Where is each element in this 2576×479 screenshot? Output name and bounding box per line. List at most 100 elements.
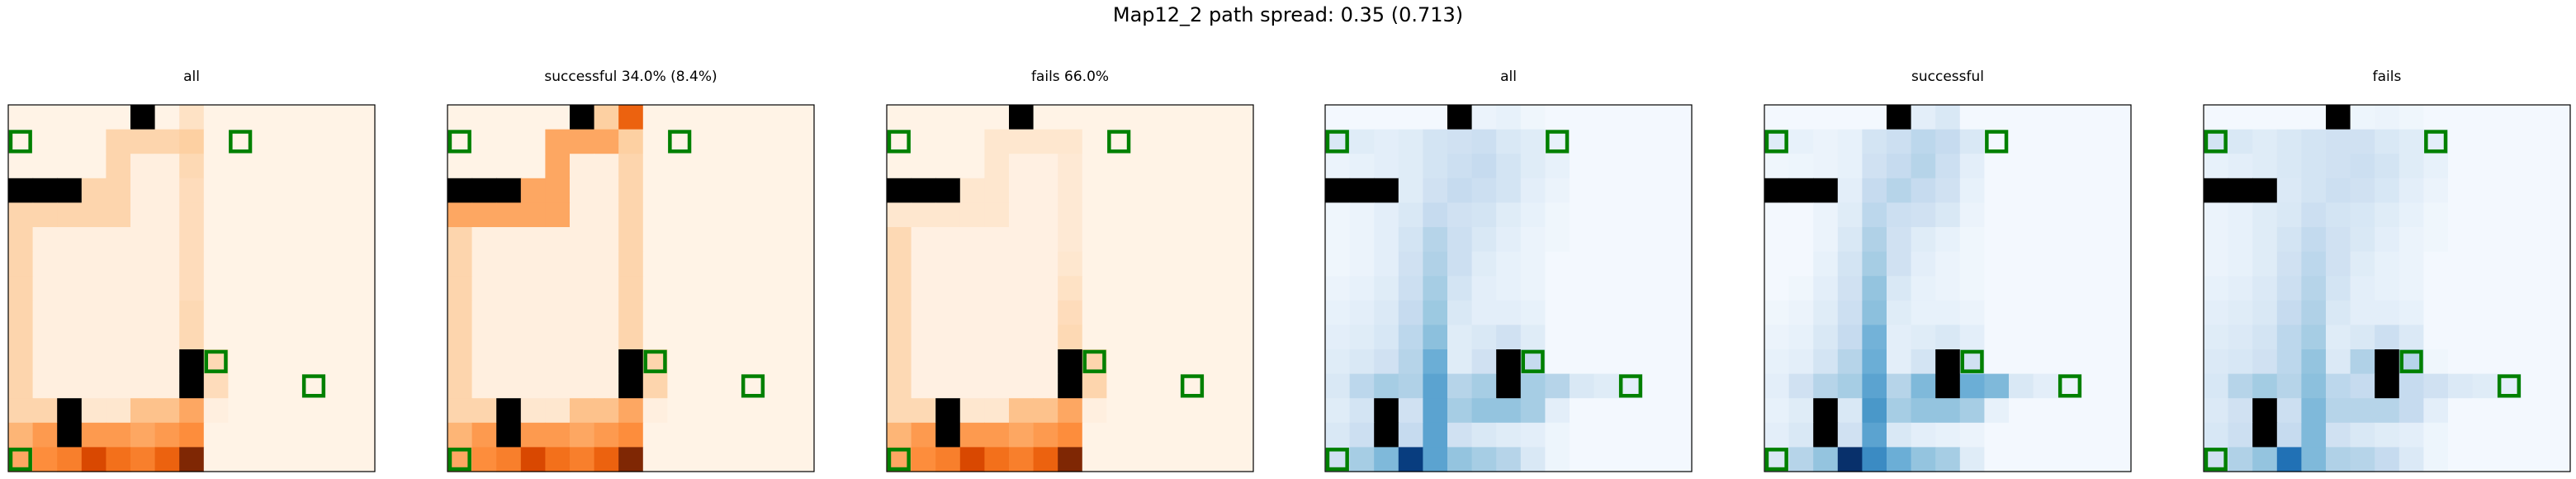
heatmap-cell <box>1667 251 1693 277</box>
heatmap-cell <box>520 398 546 424</box>
heatmap-cell <box>32 349 58 375</box>
heatmap-cell <box>2252 447 2278 472</box>
heatmap-cell <box>1935 276 1961 301</box>
heatmap-cell <box>1106 276 1132 301</box>
heatmap-cell <box>2204 300 2229 325</box>
heatmap-cell <box>2423 373 2449 399</box>
heatmap-cell <box>2081 300 2107 325</box>
heatmap-cell <box>1545 398 1570 424</box>
heatmap-cell <box>1423 325 1448 350</box>
heatmap-cell <box>2545 276 2571 301</box>
heatmap-cell <box>984 373 1010 399</box>
heatmap-cell <box>32 129 58 154</box>
heatmap-cell <box>935 349 961 375</box>
heatmap-cell <box>2276 276 2302 301</box>
heatmap-cell <box>32 251 58 277</box>
heatmap-cell <box>935 325 961 350</box>
heatmap-cell <box>1009 398 1035 424</box>
heatmap-cell <box>1349 251 1375 277</box>
heatmap-cell <box>228 300 253 325</box>
heatmap-cell <box>1349 398 1375 424</box>
heatmap-cell <box>911 105 936 130</box>
heatmap-cell <box>642 325 668 350</box>
heatmap-cell <box>716 105 741 130</box>
goal-marker <box>204 349 228 373</box>
heatmap-cell <box>203 398 229 424</box>
heatmap-cell <box>1374 251 1399 277</box>
heatmap-cell <box>2301 349 2327 375</box>
heatmap-cell <box>1349 105 1375 130</box>
heatmap-cell <box>253 422 278 448</box>
heatmap-cell <box>1082 300 1107 325</box>
heatmap-cell <box>1033 227 1058 253</box>
heatmap-cell <box>789 276 815 301</box>
heatmap-cell <box>1911 276 1936 301</box>
heatmap-cell <box>1009 227 1035 253</box>
heatmap-cell <box>911 129 936 154</box>
heatmap-cell <box>789 202 815 228</box>
heatmap-cell <box>2521 227 2546 253</box>
goal-marker <box>2424 130 2448 154</box>
wall-cell <box>1325 178 1351 203</box>
heatmap-cell <box>2497 398 2522 424</box>
heatmap-cell <box>1813 154 1839 179</box>
heatmap-cell <box>2057 276 2083 301</box>
heatmap-cell <box>594 105 619 130</box>
heatmap-cell <box>1545 154 1570 179</box>
heatmap-cell <box>253 129 278 154</box>
heatmap-cell <box>1155 325 1181 350</box>
heatmap-cell <box>1570 300 1595 325</box>
heatmap-cell <box>2009 154 2034 179</box>
heatmap-cell <box>2033 276 2058 301</box>
heatmap-cell <box>1447 300 1473 325</box>
heatmap-cell <box>716 325 741 350</box>
heatmap-cell <box>447 422 473 448</box>
heatmap-cell <box>2472 349 2498 375</box>
heatmap-cell <box>716 129 741 154</box>
heatmap-cell <box>1570 276 1595 301</box>
wall-cell <box>179 373 205 399</box>
heatmap-cell <box>1447 325 1473 350</box>
heatmap-cell <box>2448 178 2474 203</box>
heatmap-cell <box>1180 325 1205 350</box>
heatmap-cell <box>1593 373 1619 399</box>
heatmap-cell <box>2301 202 2327 228</box>
goal-marker <box>1107 130 1131 154</box>
heatmap-cell <box>2301 227 2327 253</box>
heatmap-cell <box>789 251 815 277</box>
heatmap-cell <box>253 276 278 301</box>
heatmap-cell <box>81 398 107 424</box>
heatmap-cell <box>154 105 180 130</box>
heatmap-cell <box>32 398 58 424</box>
heatmap-cell <box>959 154 985 179</box>
heatmap-cell <box>2009 227 2034 253</box>
heatmap-cell <box>1764 349 1790 375</box>
heatmap-cell <box>2057 227 2083 253</box>
heatmap-cell <box>2106 202 2132 228</box>
heatmap-cell <box>789 129 815 154</box>
heatmap-cell <box>1106 105 1132 130</box>
heatmap-cell <box>1131 325 1157 350</box>
heatmap-cell <box>1033 325 1058 350</box>
heatmap-cell <box>2081 227 2107 253</box>
heatmap-cell <box>2009 105 2034 130</box>
heatmap-cell <box>2106 325 2132 350</box>
heatmap-cell <box>984 227 1010 253</box>
heatmap-cell <box>984 349 1010 375</box>
heatmap-cell <box>1471 447 1497 472</box>
heatmap-cell <box>1374 154 1399 179</box>
heatmap-cell <box>2326 373 2351 399</box>
heatmap-cell <box>32 325 58 350</box>
heatmap-cell <box>1229 251 1254 277</box>
heatmap-cell <box>1229 398 1254 424</box>
heatmap-cell <box>2252 373 2278 399</box>
heatmap-cell <box>1520 105 1546 130</box>
heatmap-cell <box>1959 178 1985 203</box>
heatmap-cell <box>2398 276 2424 301</box>
heatmap-cell <box>228 325 253 350</box>
heatmap-cell <box>1398 154 1423 179</box>
heatmap-cell <box>1520 154 1546 179</box>
heatmap-cell <box>1667 227 1693 253</box>
heatmap-cell <box>1106 251 1132 277</box>
heatmap-cell <box>1180 178 1205 203</box>
